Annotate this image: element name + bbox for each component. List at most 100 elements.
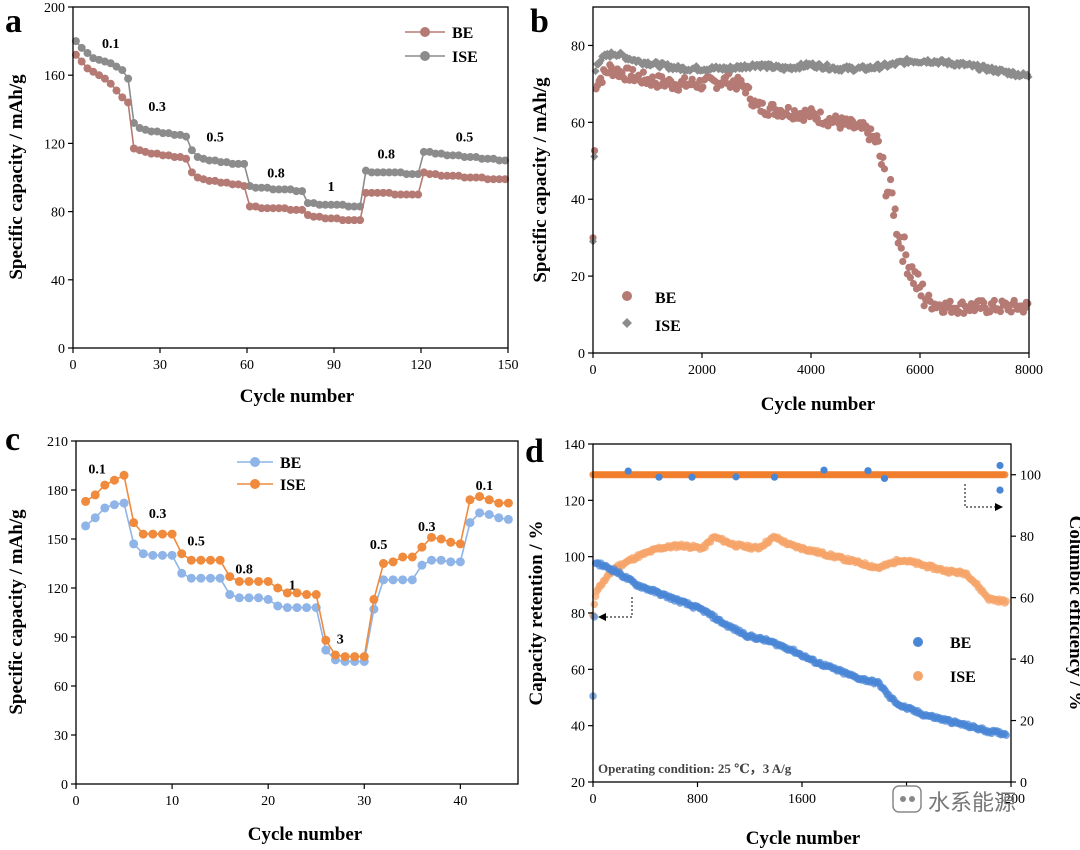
panel-b-be-point bbox=[980, 299, 988, 307]
panel-d-be-point bbox=[590, 613, 599, 621]
panel-a-ise-point bbox=[71, 37, 80, 46]
panel-a-xlabel: Cycle number bbox=[240, 386, 355, 407]
panel-b-xtick-label: 4000 bbox=[797, 363, 825, 378]
panel-c-rate-label: 0.1 bbox=[476, 479, 494, 494]
panel-d-ce-point bbox=[864, 467, 872, 475]
panel-a-legend-label: ISE bbox=[452, 49, 478, 66]
panel-a-ytick-label: 40 bbox=[51, 274, 65, 289]
panel-d-ise-point bbox=[590, 600, 599, 609]
panel-d-ce-point bbox=[770, 473, 779, 481]
panel-a-ise-point bbox=[274, 185, 283, 194]
panel-c-rate-label: 0.3 bbox=[418, 520, 436, 535]
panel-b-be-point bbox=[899, 257, 907, 266]
panel-a-ise-point bbox=[106, 59, 115, 68]
panel-b-be-point bbox=[832, 112, 840, 120]
panel-a-be-point bbox=[187, 168, 196, 177]
panel-a-be-point bbox=[437, 171, 446, 180]
panel-d-ce-point bbox=[996, 461, 1004, 470]
panel-c-ylabel: Specific capacity / mAh/g bbox=[6, 509, 27, 715]
efficiency-axis-arrow bbox=[964, 484, 998, 508]
panel-b-be-point bbox=[699, 83, 707, 91]
panel-d-ce-point bbox=[624, 467, 632, 475]
panel-a-xtick-label: 60 bbox=[240, 358, 254, 373]
panel-c-ise-point bbox=[417, 542, 427, 552]
panel-b-be-point bbox=[873, 132, 881, 140]
panel-a-ise-point bbox=[292, 187, 301, 196]
panel-b-be-point bbox=[764, 111, 773, 119]
panel-a-ise-point bbox=[443, 151, 452, 160]
panel-c-xtick-label: 0 bbox=[73, 794, 80, 809]
panel-c-be-point bbox=[378, 575, 388, 585]
panel-b-xtick-label: 8000 bbox=[1015, 363, 1043, 378]
panel-a: a 0 30 60 90 120 150 0 40 80 120 160 200 0.1 0.3 0.5 0… bbox=[5, 1, 519, 407]
panel-c-be-point bbox=[100, 503, 110, 513]
panel-b-be-point bbox=[888, 189, 896, 197]
panel-c-be-point bbox=[109, 500, 119, 510]
panel-c-ise-point bbox=[378, 559, 388, 568]
panel-c-be-point bbox=[302, 603, 312, 613]
panel-d-xtick-label: 1600 bbox=[788, 792, 816, 807]
panel-d-xtick-label: 3200 bbox=[997, 792, 1025, 807]
panel-a-ise-point bbox=[390, 168, 399, 177]
panel-a-legend-marker bbox=[420, 27, 430, 37]
panel-a-be-point bbox=[321, 214, 330, 223]
panel-c-ise-point bbox=[206, 555, 216, 565]
panel-c-ise-point bbox=[167, 529, 177, 539]
panel-c-ise-point bbox=[148, 529, 158, 539]
panel-b-be-point bbox=[890, 211, 898, 219]
panel-b-be-point bbox=[745, 84, 753, 92]
panel-c-be-point bbox=[292, 603, 302, 613]
panel-b-be-point bbox=[879, 153, 887, 162]
panel-c-ytick-label: 30 bbox=[54, 729, 68, 744]
panel-a-be-point bbox=[170, 153, 179, 162]
panel-a-be-point bbox=[460, 173, 469, 182]
panel-d-ce-point bbox=[820, 466, 828, 474]
panel-d-ytick-label: 100 bbox=[564, 551, 585, 566]
panel-b-label: b bbox=[530, 3, 549, 40]
panel-a-be-point bbox=[495, 175, 504, 184]
panel-a-be-point bbox=[298, 205, 307, 214]
wechat-icon-dot bbox=[900, 796, 906, 802]
panel-c-be-point bbox=[436, 555, 446, 565]
panel-c-xtick-label: 20 bbox=[261, 794, 275, 809]
panel-a-ise-point bbox=[112, 62, 121, 71]
panel-d-y2tick-label: 80 bbox=[1020, 530, 1034, 545]
panel-a-be-point bbox=[124, 98, 133, 107]
panel-b-xtick-label: 0 bbox=[590, 363, 597, 378]
panel-a-ise-point bbox=[477, 154, 486, 163]
panel-c-be-point bbox=[90, 513, 100, 523]
panel-b-be-point bbox=[886, 175, 895, 184]
panel-a-ytick-label: 120 bbox=[44, 137, 65, 152]
panel-c-xtick-label: 30 bbox=[357, 794, 371, 809]
panel-a-be-point bbox=[263, 204, 272, 213]
panel-a-be-point bbox=[425, 170, 434, 179]
panel-b-be-point bbox=[639, 68, 647, 76]
panel-a-be-point bbox=[356, 216, 365, 225]
panel-d-label: d bbox=[525, 433, 544, 470]
panel-b-legend-label: BE bbox=[655, 290, 676, 307]
panel-a-ytick-label: 80 bbox=[51, 206, 65, 221]
panel-a-ise-point bbox=[280, 185, 289, 194]
panel-b-be-point bbox=[970, 307, 979, 315]
panel-b-ise-point bbox=[823, 60, 832, 69]
panel-c-rate-label: 3 bbox=[337, 633, 344, 648]
panel-c-ise-point bbox=[81, 496, 91, 506]
panel-b-be-point bbox=[906, 273, 915, 282]
panel-c-ise-point bbox=[292, 588, 302, 598]
panel-c-be-point bbox=[446, 557, 456, 567]
panel-a-be-point bbox=[292, 205, 301, 214]
panel-a-rate-label: 0.5 bbox=[456, 131, 474, 146]
panel-a-be-point bbox=[448, 171, 457, 180]
panel-c-ytick-label: 60 bbox=[54, 680, 68, 695]
panel-d-y2tick-label: 40 bbox=[1020, 653, 1034, 668]
panel-c-be-point bbox=[167, 550, 177, 560]
panel-a-be-point bbox=[472, 173, 481, 182]
panel-a-xtick-label: 90 bbox=[327, 358, 341, 373]
panel-c-ise-point bbox=[330, 650, 340, 660]
panel-a-be-point bbox=[367, 188, 376, 197]
panel-c-be-point bbox=[282, 603, 292, 613]
panel-c-ytick-label: 210 bbox=[47, 435, 68, 450]
panel-a-rate-label: 0.3 bbox=[148, 100, 166, 115]
panel-a-ytick-label: 200 bbox=[44, 1, 65, 16]
panel-c-ise-point bbox=[455, 539, 465, 549]
